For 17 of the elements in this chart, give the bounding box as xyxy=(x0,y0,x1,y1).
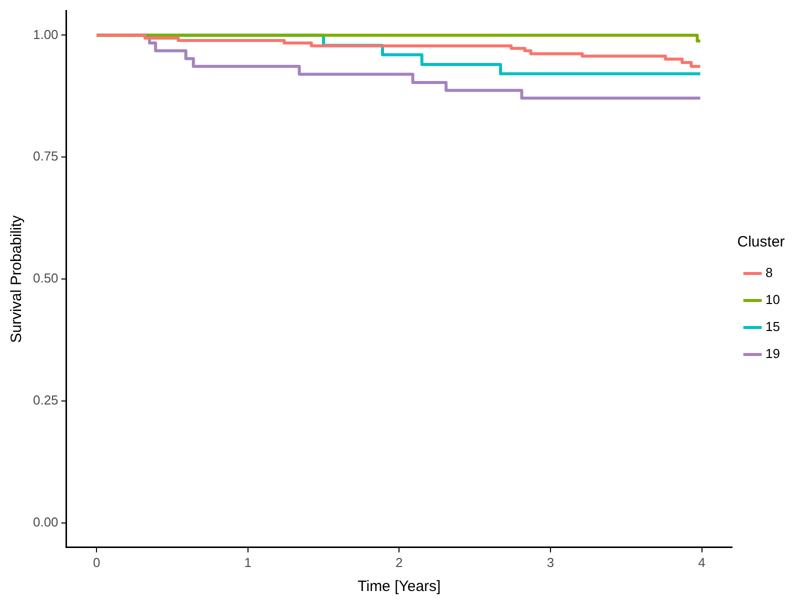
x-axis-title: Time [Years] xyxy=(358,578,441,596)
legend-label: 10 xyxy=(766,292,780,308)
y-tick-label: 0.00 xyxy=(32,514,58,530)
legend-title: Cluster xyxy=(737,234,785,251)
y-tick-label: 0.75 xyxy=(32,148,58,164)
legend-label: 8 xyxy=(766,265,773,280)
x-tick-label: 4 xyxy=(698,554,706,570)
x-tick-label: 2 xyxy=(396,554,403,570)
x-tick-label: 1 xyxy=(244,554,252,570)
x-tick-label: 0 xyxy=(92,554,100,570)
legend-label: 19 xyxy=(766,346,780,362)
y-tick-label: 0.50 xyxy=(32,270,58,286)
y-tick-label: 0.25 xyxy=(32,392,58,408)
legend-label: 15 xyxy=(766,319,780,334)
y-tick-label: 1.00 xyxy=(32,26,58,42)
x-tick-label: 3 xyxy=(546,554,554,570)
y-axis-title: Survival Probability xyxy=(8,214,26,343)
